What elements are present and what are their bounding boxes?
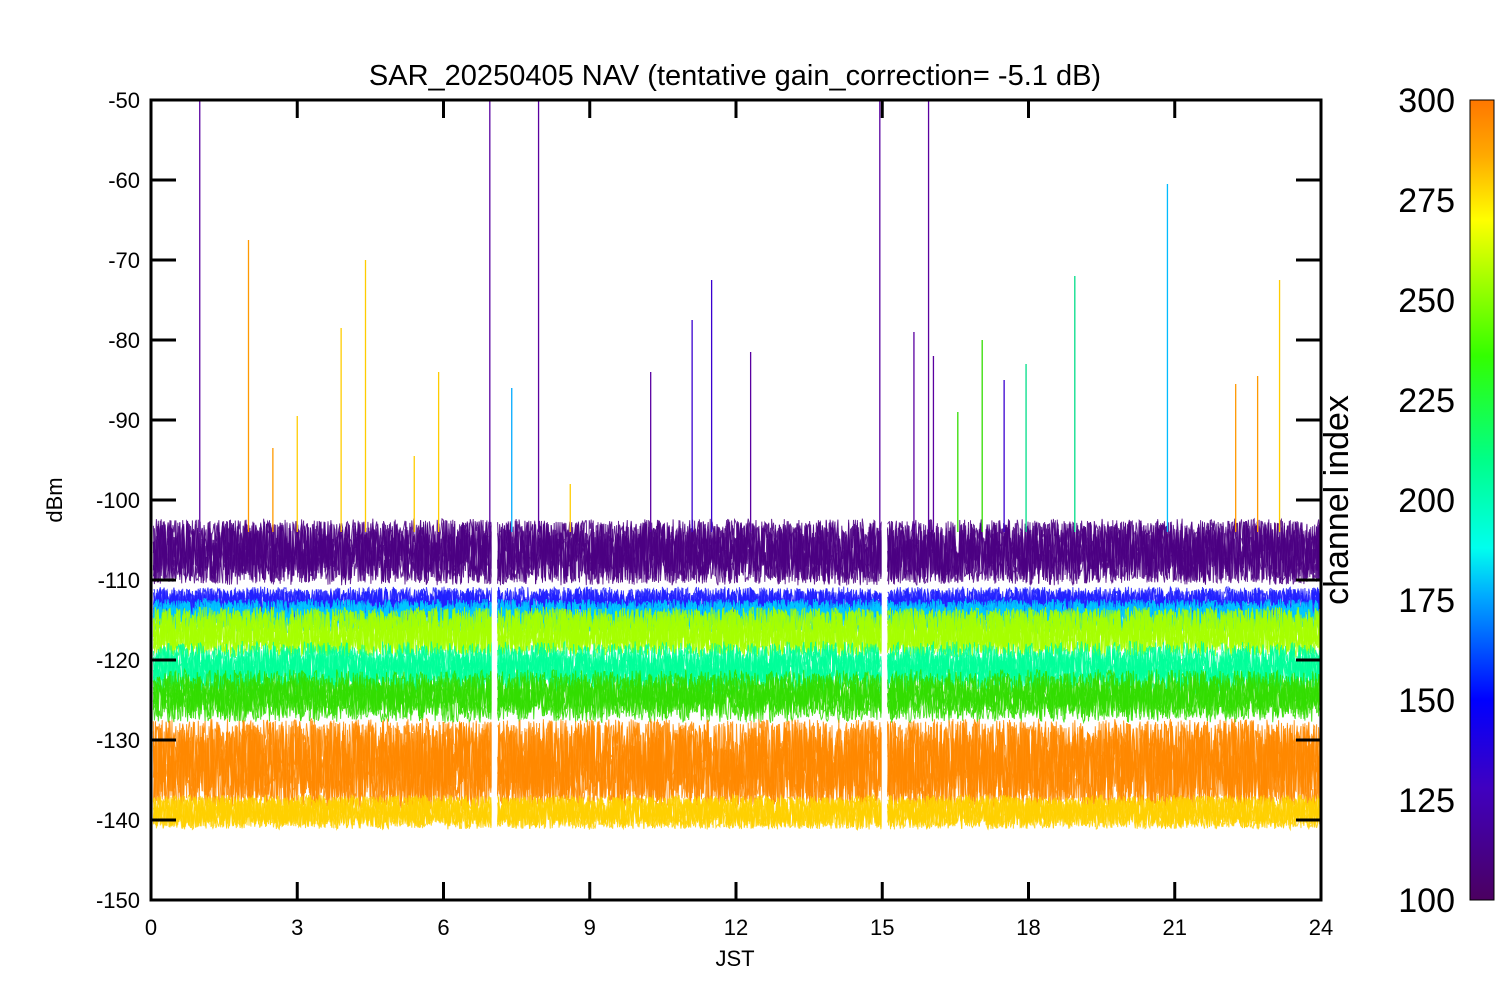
data-gap-1 [881, 508, 887, 884]
colorbar-tick-label: 175 [1398, 582, 1455, 620]
colorbar-tick-label: 275 [1398, 182, 1455, 220]
x-tick-label: 21 [1163, 915, 1187, 940]
y-tick-label: -110 [98, 568, 140, 593]
noise-band-110 [152, 517, 1321, 586]
data-gap-0 [491, 508, 497, 884]
y-tick-label: -100 [96, 488, 140, 513]
x-tick-label: 9 [584, 915, 596, 940]
x-tick-label: 0 [145, 915, 157, 940]
x-tick-label: 24 [1309, 915, 1333, 940]
y-tick-label: -90 [108, 408, 140, 433]
data-gaps [491, 508, 887, 884]
x-tick-label: 3 [291, 915, 303, 940]
x-tick-label: 18 [1016, 915, 1040, 940]
noise-band-195 [152, 641, 1321, 696]
noise-band-240 [152, 669, 1321, 723]
colorbar-tick-label: 200 [1398, 482, 1455, 520]
noise-bands [152, 517, 1321, 832]
y-tick-label: -50 [108, 88, 140, 113]
colorbar-tick-label: 225 [1398, 382, 1455, 420]
x-tick-label: 6 [437, 915, 449, 940]
y-axis-label: dBm [42, 477, 67, 522]
y-tick-label: -150 [96, 888, 140, 913]
chart-title: SAR_20250405 NAV (tentative gain_correct… [369, 60, 1101, 92]
colorbar-ticks: 100 125 150 175 200 225 250 275 300 [1398, 82, 1455, 920]
x-axis-label: JST [715, 946, 754, 971]
y-tick-label: -80 [108, 328, 140, 353]
y-tick-label: -140 [96, 808, 140, 833]
y-tick-label: -120 [96, 648, 140, 673]
colorbar-tick-label: 300 [1398, 82, 1455, 120]
y-tick-label: -130 [96, 728, 140, 753]
x-tick-label: 15 [870, 915, 894, 940]
colorbar-tick-label: 100 [1398, 882, 1455, 920]
y-tick-label: -70 [108, 248, 140, 273]
x-tick-label: 12 [724, 915, 748, 940]
noise-band-275 [152, 792, 1321, 831]
colorbar-tick-label: 150 [1398, 682, 1455, 720]
signal-spikes [199, 100, 1281, 532]
colorbar [1469, 99, 1495, 901]
axis-ticks: 0 3 6 9 12 15 18 21 24 -50 -60 -70 -80 -90 -100 -110 -12… [96, 88, 1333, 940]
colorbar-tick-label: 125 [1398, 782, 1455, 820]
colorbar-tick-label: 250 [1398, 282, 1455, 320]
colorbar-label: channel index [1318, 395, 1356, 605]
y-tick-label: -60 [108, 168, 140, 193]
